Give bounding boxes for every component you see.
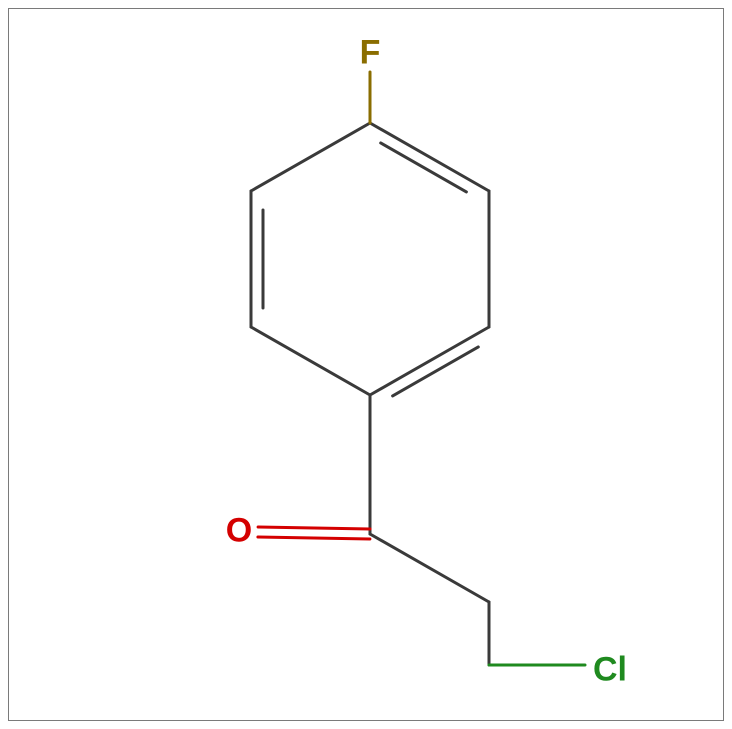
image-border [8,8,724,721]
chlorine-atom-label: Cl [593,651,627,690]
oxygen-atom-label: O [226,512,252,551]
fluorine-atom-label: F [360,34,381,73]
